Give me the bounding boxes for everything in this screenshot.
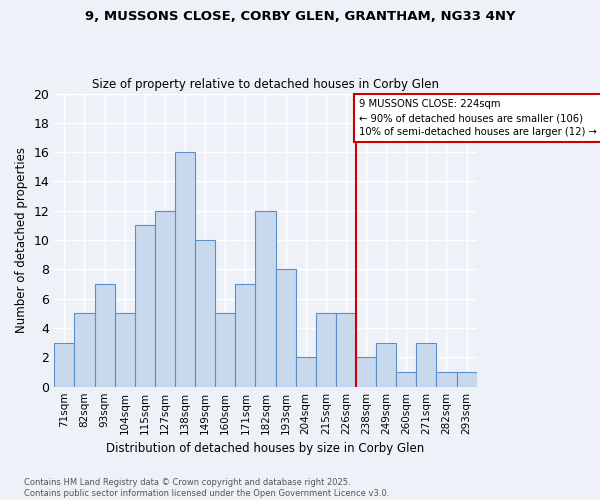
- Bar: [457, 372, 476, 386]
- Y-axis label: Number of detached properties: Number of detached properties: [15, 147, 28, 333]
- Bar: [436, 372, 457, 386]
- Bar: [275, 270, 296, 386]
- Bar: [235, 284, 256, 386]
- Bar: [376, 342, 396, 386]
- Bar: [155, 211, 175, 386]
- Bar: [175, 152, 195, 386]
- X-axis label: Distribution of detached houses by size in Corby Glen: Distribution of detached houses by size …: [106, 442, 425, 455]
- Text: 9, MUSSONS CLOSE, CORBY GLEN, GRANTHAM, NG33 4NY: 9, MUSSONS CLOSE, CORBY GLEN, GRANTHAM, …: [85, 10, 515, 23]
- Bar: [256, 211, 275, 386]
- Bar: [95, 284, 115, 386]
- Bar: [416, 342, 436, 386]
- Bar: [74, 314, 95, 386]
- Title: Size of property relative to detached houses in Corby Glen: Size of property relative to detached ho…: [92, 78, 439, 91]
- Bar: [396, 372, 416, 386]
- Bar: [336, 314, 356, 386]
- Bar: [215, 314, 235, 386]
- Bar: [54, 342, 74, 386]
- Bar: [135, 226, 155, 386]
- Text: 9 MUSSONS CLOSE: 224sqm
← 90% of detached houses are smaller (106)
10% of semi-d: 9 MUSSONS CLOSE: 224sqm ← 90% of detache…: [359, 100, 597, 138]
- Bar: [356, 358, 376, 386]
- Bar: [115, 314, 135, 386]
- Bar: [316, 314, 336, 386]
- Bar: [296, 358, 316, 386]
- Text: Contains HM Land Registry data © Crown copyright and database right 2025.
Contai: Contains HM Land Registry data © Crown c…: [24, 478, 389, 498]
- Bar: [195, 240, 215, 386]
